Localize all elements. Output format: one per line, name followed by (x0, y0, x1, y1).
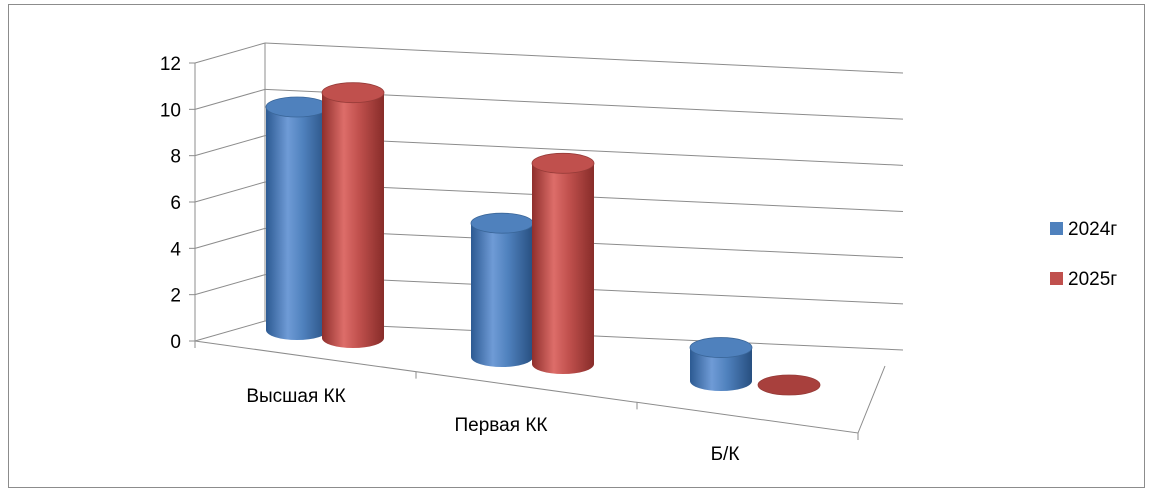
bar (689, 337, 753, 391)
y-tick-label: 2 (170, 286, 181, 307)
bar-body (532, 163, 594, 374)
bar-body (322, 92, 384, 348)
gridline-side (194, 88, 266, 110)
bar-body (266, 107, 328, 340)
y-tick-label: 6 (170, 193, 181, 214)
y-tick-label: 10 (160, 100, 181, 121)
y-tick-label: 0 (170, 332, 181, 353)
gridline-side (194, 135, 266, 157)
bars (265, 82, 821, 396)
legend-label: 2025г (1068, 269, 1117, 290)
bar-top (689, 337, 753, 358)
bar-top (265, 96, 329, 118)
legend: 2024г 2025г (1050, 219, 1117, 290)
bar (531, 152, 595, 374)
gridline-side (194, 181, 266, 203)
legend-swatch (1050, 222, 1063, 235)
y-tick-label: 8 (170, 147, 181, 168)
legend-label: 2024г (1068, 219, 1117, 240)
bar-top (757, 374, 821, 396)
bar-top (531, 152, 595, 174)
gridline-side (194, 274, 266, 296)
bar (470, 212, 534, 367)
legend-swatch (1050, 272, 1063, 285)
y-tick-label: 4 (170, 239, 181, 260)
bar-body (471, 223, 533, 367)
bar (321, 82, 385, 348)
bar-top (321, 82, 385, 104)
gridline-side (194, 320, 266, 342)
x-category-label: Высшая КК (246, 386, 345, 407)
axes: 0 2 4 6 8 10 12 Высшая КК Первая КК Б/К (160, 54, 886, 465)
x-category-label: Б/К (711, 444, 740, 465)
gridline-side (194, 42, 266, 64)
bar (757, 374, 821, 396)
bar-top (470, 212, 534, 234)
bar-body (690, 347, 752, 391)
y-tick-label: 12 (160, 54, 181, 75)
x-category-label: Первая КК (455, 415, 548, 436)
bar (265, 96, 329, 340)
gridline-side (194, 227, 266, 249)
gridline (264, 42, 904, 74)
